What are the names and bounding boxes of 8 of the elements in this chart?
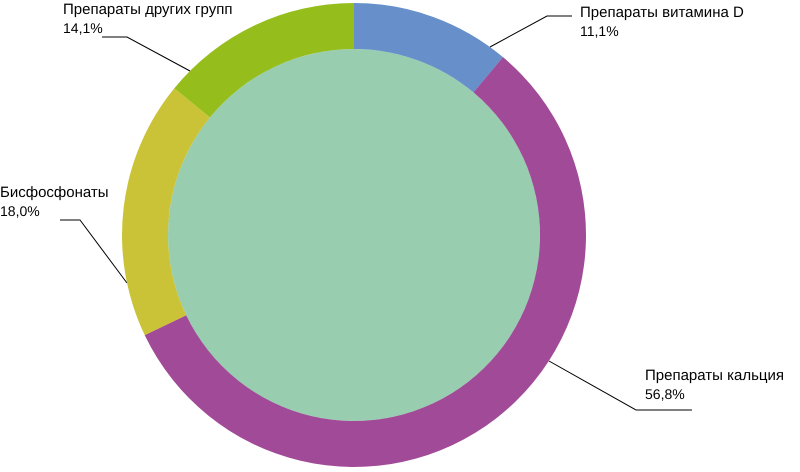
slice-label: Препараты других групп	[63, 1, 232, 18]
slice-label: Препараты витамина D	[580, 4, 744, 21]
data-label: 11,1%	[580, 23, 619, 39]
slice-label: Препараты кальция	[645, 367, 784, 384]
data-label: 18,0%	[0, 203, 40, 219]
data-label: 56,8%	[645, 386, 685, 402]
slice-label: Бисфосфонаты	[0, 184, 109, 201]
data-label: 14,1%	[63, 20, 103, 36]
